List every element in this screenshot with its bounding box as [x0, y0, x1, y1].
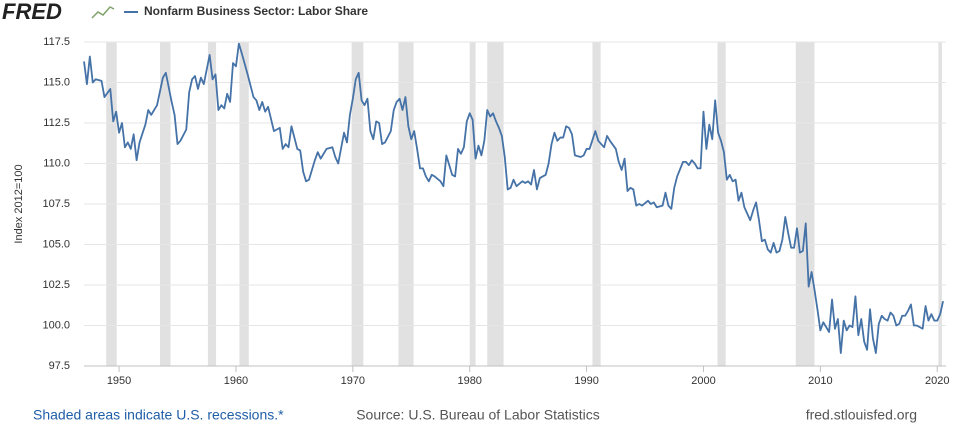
- y-tick-label: 97.5: [49, 360, 70, 372]
- x-tick-label: 1950: [107, 375, 131, 387]
- y-tick-label: 107.5: [42, 198, 70, 210]
- source: Source: U.S. Bureau of Labor Statistics: [356, 407, 600, 423]
- logo: FRED: [2, 0, 62, 24]
- x-tick-label: 1960: [224, 375, 248, 387]
- y-tick-label: 117.5: [43, 36, 70, 48]
- y-tick-label: 105.0: [42, 238, 70, 250]
- y-tick-label: 112.5: [43, 117, 70, 129]
- y-tick-label: 110.0: [43, 157, 70, 169]
- recession-note[interactable]: Shaded areas indicate U.S. recessions.*: [33, 407, 284, 423]
- x-tick-label: 1990: [574, 375, 598, 387]
- logo-icon: [91, 6, 115, 19]
- legend-label: Nonfarm Business Sector: Labor Share: [144, 4, 368, 18]
- x-tick-label: 1970: [341, 375, 365, 387]
- y-tick-label: 100.0: [42, 319, 70, 331]
- x-tick-label: 1980: [457, 375, 481, 387]
- x-tick-label: 2010: [808, 375, 832, 387]
- y-tick-label: 102.5: [42, 279, 70, 291]
- x-tick-label: 2000: [691, 375, 715, 387]
- plot-area: 97.5 100.0 102.5 105.0 107.5 110.0 112.5 115.0 1…: [42, 36, 949, 387]
- x-tick-label: 2020: [925, 375, 949, 387]
- series-line: [83, 42, 944, 354]
- y-tick-label: 115.0: [43, 76, 70, 88]
- site[interactable]: fred.stlouisfed.org: [806, 407, 917, 423]
- y-axis-label: Index 2012=100: [13, 164, 25, 243]
